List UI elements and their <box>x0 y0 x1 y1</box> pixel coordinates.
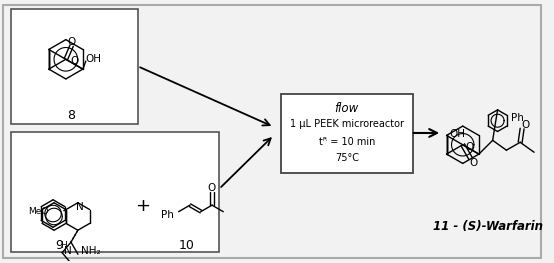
Text: Ph: Ph <box>161 210 173 220</box>
Text: O: O <box>466 142 474 152</box>
Text: NH₂: NH₂ <box>81 246 100 256</box>
Text: O: O <box>208 184 216 194</box>
Text: 10: 10 <box>179 239 194 252</box>
FancyBboxPatch shape <box>3 5 541 258</box>
FancyBboxPatch shape <box>11 9 137 124</box>
Text: 1 μL PEEK microreactor: 1 μL PEEK microreactor <box>290 119 404 129</box>
Text: OH: OH <box>86 54 102 64</box>
Text: 9: 9 <box>55 239 63 252</box>
Text: O: O <box>71 56 79 66</box>
Text: H: H <box>60 241 66 250</box>
FancyBboxPatch shape <box>11 132 219 252</box>
FancyBboxPatch shape <box>281 94 413 173</box>
Text: O: O <box>68 37 76 47</box>
Text: 75°C: 75°C <box>335 153 359 163</box>
Text: OH: OH <box>450 129 466 139</box>
Text: flow: flow <box>335 102 359 115</box>
Text: N: N <box>76 202 84 212</box>
Text: N: N <box>64 246 72 256</box>
Text: +: + <box>135 197 150 215</box>
Text: O: O <box>521 120 529 130</box>
Text: MeO: MeO <box>28 207 48 216</box>
Text: 11 - (S)-Warfarin: 11 - (S)-Warfarin <box>433 220 543 233</box>
Text: 8: 8 <box>66 109 75 122</box>
Text: O: O <box>469 158 478 168</box>
Text: Ph: Ph <box>511 113 524 123</box>
Text: tᴿ = 10 min: tᴿ = 10 min <box>319 137 375 147</box>
